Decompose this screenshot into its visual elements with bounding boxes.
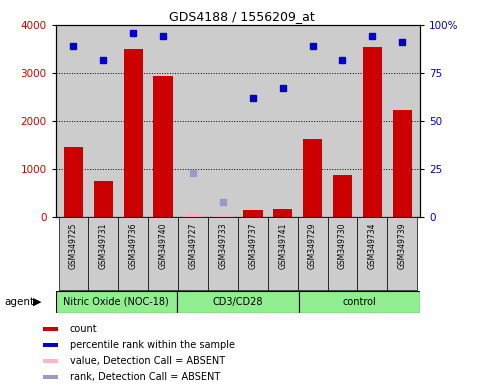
Bar [64, 147, 83, 217]
Text: GSM349731: GSM349731 [99, 223, 108, 269]
Text: GSM349737: GSM349737 [248, 223, 257, 269]
Text: percentile rank within the sample: percentile rank within the sample [70, 339, 235, 349]
Bar [243, 210, 263, 217]
Bar [387, 217, 417, 290]
Text: GSM349729: GSM349729 [308, 223, 317, 269]
Text: rank, Detection Call = ABSENT: rank, Detection Call = ABSENT [70, 372, 220, 382]
Text: GSM349741: GSM349741 [278, 223, 287, 269]
Bar [213, 215, 233, 217]
Text: count: count [70, 324, 98, 334]
Bar [58, 217, 88, 290]
Text: CD3/CD28: CD3/CD28 [213, 297, 263, 307]
Bar [238, 217, 268, 290]
Text: GSM349734: GSM349734 [368, 223, 377, 269]
Bar [273, 209, 292, 217]
Bar [303, 139, 322, 217]
Bar [298, 217, 327, 290]
Bar [357, 217, 387, 290]
Text: GSM349727: GSM349727 [188, 223, 198, 269]
Bar [124, 49, 143, 217]
Text: control: control [342, 297, 376, 307]
Bar [327, 217, 357, 290]
Text: GSM349739: GSM349739 [398, 223, 407, 269]
Bar [118, 217, 148, 290]
Bar [88, 217, 118, 290]
Text: GSM349740: GSM349740 [158, 223, 168, 269]
Bar [43, 359, 58, 363]
Text: GSM349730: GSM349730 [338, 223, 347, 269]
Bar [56, 291, 177, 313]
Bar [363, 46, 382, 217]
Bar [298, 291, 420, 313]
Text: GSM349725: GSM349725 [69, 223, 78, 269]
Bar [154, 76, 173, 217]
Bar [393, 111, 412, 217]
Bar [43, 343, 58, 346]
Bar [177, 291, 298, 313]
Text: GSM349733: GSM349733 [218, 223, 227, 269]
Bar [43, 327, 58, 331]
Text: value, Detection Call = ABSENT: value, Detection Call = ABSENT [70, 356, 225, 366]
Text: GSM349736: GSM349736 [129, 223, 138, 269]
Text: Nitric Oxide (NOC-18): Nitric Oxide (NOC-18) [63, 297, 169, 307]
Bar [178, 217, 208, 290]
Bar [184, 213, 203, 217]
Text: agent: agent [5, 297, 35, 307]
Bar [333, 175, 352, 217]
Bar [43, 375, 58, 379]
Text: GDS4188 / 1556209_at: GDS4188 / 1556209_at [169, 10, 314, 23]
Bar [148, 217, 178, 290]
Bar [208, 217, 238, 290]
Bar [94, 181, 113, 217]
Bar [268, 217, 298, 290]
Text: ▶: ▶ [33, 297, 42, 307]
